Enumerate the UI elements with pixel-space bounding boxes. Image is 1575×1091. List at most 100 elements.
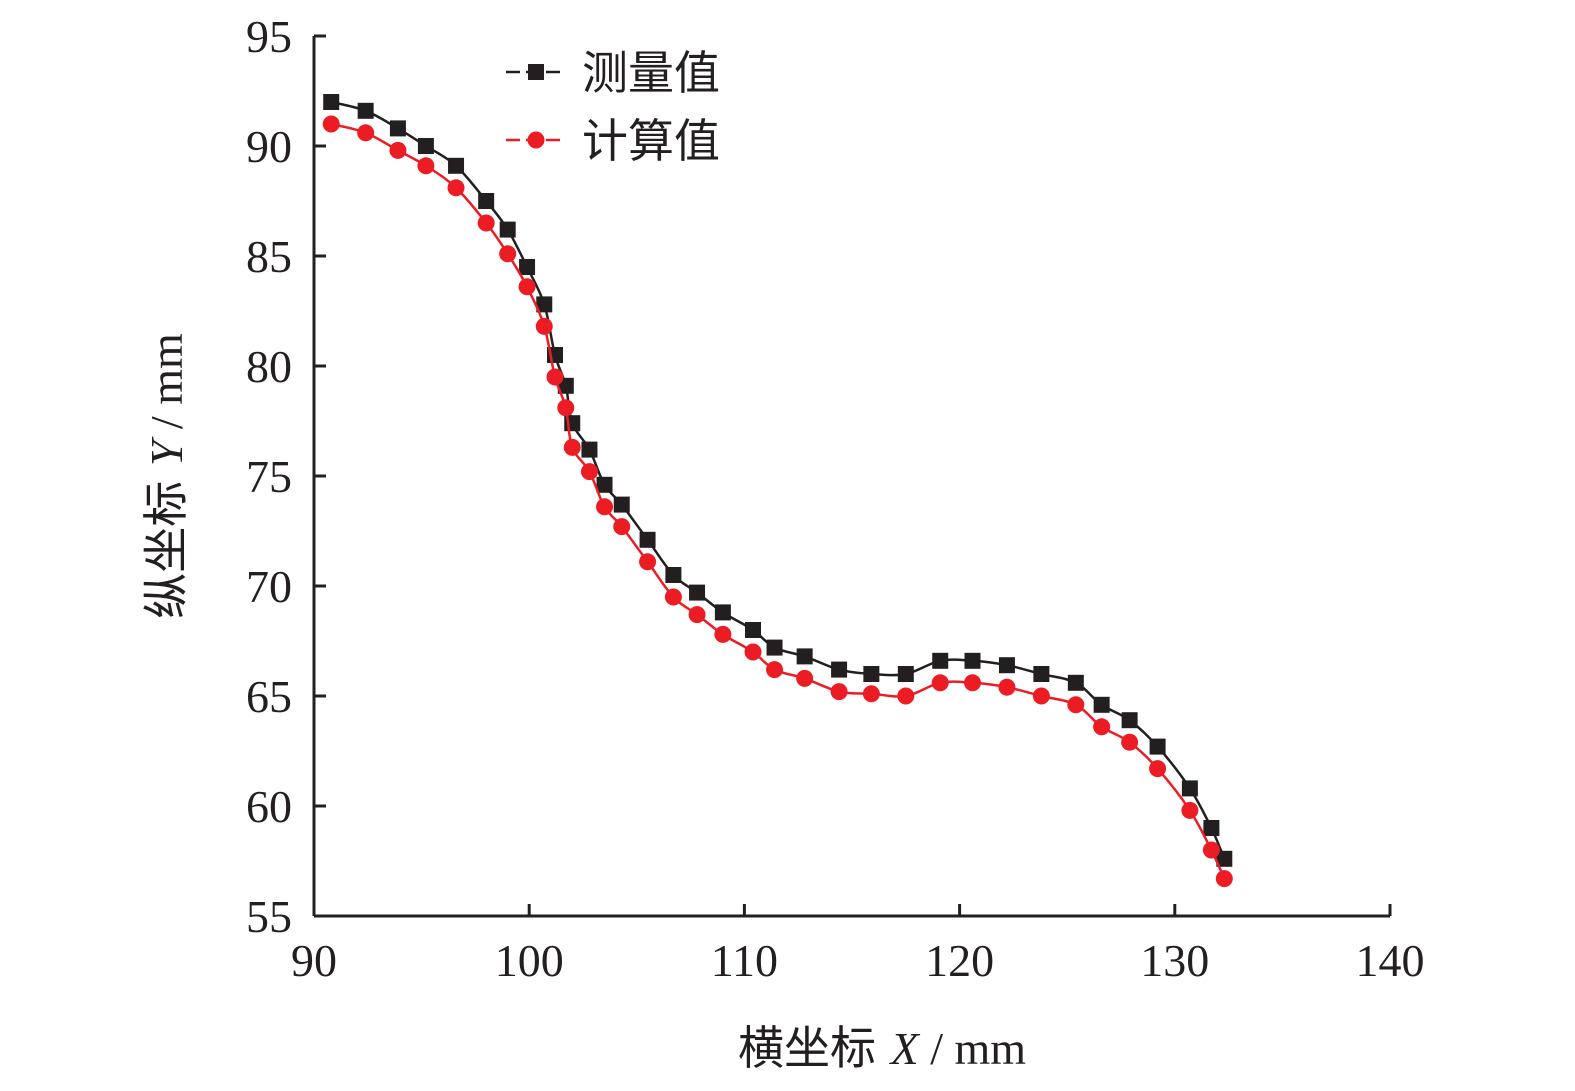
y-tick-label: 60 [246, 781, 292, 832]
series-2-point [1121, 733, 1139, 751]
y-tick-label: 75 [246, 451, 292, 502]
legend-label-2: 计算值 [582, 114, 720, 168]
series-1-point [448, 157, 465, 174]
y-axis-title-var: Y [141, 436, 192, 466]
series-1-point [357, 102, 374, 119]
y-tick-label: 95 [246, 11, 292, 62]
series-1-point [613, 496, 630, 513]
series-1-point [519, 259, 536, 275]
series-2-point [417, 157, 435, 175]
series-1-point [714, 604, 731, 621]
series-1-point [831, 661, 848, 678]
series-2-point [931, 674, 949, 692]
series-1-point [417, 138, 434, 154]
series-1-point [536, 296, 553, 313]
y-tick-label: 70 [246, 561, 292, 612]
y-axis-title: 纵坐标 Y / mm [139, 333, 193, 619]
series-1-point [1203, 820, 1220, 836]
series-2-point [1093, 718, 1111, 736]
series-1-point [1033, 666, 1050, 682]
series-1-point [796, 648, 813, 665]
series-1-point [596, 476, 613, 493]
series-2-point [499, 245, 517, 263]
series-1-point [581, 441, 598, 458]
series-1-point [863, 666, 880, 682]
series-1-point [1121, 712, 1138, 729]
series-2-point [688, 606, 706, 624]
x-tick-label: 110 [711, 935, 778, 986]
x-axis-title-unit: / mm [919, 1023, 1027, 1074]
x-axis-title-prefix: 横坐标 [738, 1021, 891, 1075]
x-tick-label: 100 [495, 935, 564, 986]
legend-marker-2 [527, 131, 545, 149]
series-2-point [535, 317, 553, 335]
series-2-point [1032, 687, 1050, 705]
series-1-point [499, 221, 516, 238]
series-1-point [478, 193, 495, 209]
series-2-point [1202, 841, 1220, 859]
legend-marker-1 [528, 64, 544, 80]
series-1-point [665, 567, 682, 583]
series-1-point [998, 657, 1015, 674]
series-2-point [477, 214, 495, 232]
series-2-point [322, 115, 340, 133]
series-1-point [389, 120, 406, 137]
axes [312, 36, 1390, 918]
series-1-point [897, 666, 914, 682]
plot-area [322, 94, 1233, 888]
series-2-point [596, 498, 614, 516]
series-1-point [1093, 696, 1110, 713]
series-2-point [964, 674, 982, 692]
y-tick-label: 65 [246, 671, 292, 722]
series-1-point [964, 652, 981, 669]
series-line-1 [330, 100, 1226, 860]
series-2-point [998, 678, 1016, 696]
series-2-point [518, 278, 536, 296]
series-2-point [447, 179, 465, 197]
series-2-point [639, 553, 657, 571]
series-2-point [1149, 760, 1167, 778]
x-axis-title-var: X [889, 1023, 921, 1074]
series-1-point [1149, 738, 1166, 755]
series-2-point [580, 463, 598, 481]
y-axis-title-unit: / mm [141, 333, 192, 441]
series-2-point [1215, 870, 1233, 888]
series-2-point [1067, 696, 1085, 714]
x-ticks: 90 100 110 120 130 140 [291, 904, 1425, 986]
y-tick-label: 90 [246, 121, 292, 172]
series-2-point [563, 438, 581, 456]
series-1-point [766, 639, 783, 656]
series-2-point [714, 625, 732, 643]
x-tick-label: 130 [1140, 935, 1209, 986]
series-2-point [613, 518, 631, 536]
series-1-point [1067, 674, 1084, 691]
series-1-point [1181, 780, 1198, 797]
series-2-point [1181, 801, 1199, 819]
x-tick-label: 90 [291, 935, 337, 986]
y-tick-label: 80 [246, 341, 292, 392]
series-2-point [744, 643, 762, 661]
series-2-point [357, 124, 375, 142]
series-2-point [862, 685, 880, 703]
y-axis-title-prefix: 纵坐标 [139, 466, 193, 619]
x-axis-title: 横坐标 X / mm [738, 1021, 1026, 1075]
series-1-point [932, 652, 949, 669]
series-2-point [796, 669, 814, 687]
series-line-2 [330, 122, 1226, 880]
series-1-point [689, 584, 706, 601]
series-1-point [745, 622, 762, 638]
series-2-point [897, 687, 915, 705]
series-2-point [557, 399, 575, 417]
y-ticks: 55 60 65 70 75 80 85 90 95 [246, 11, 326, 942]
series-1-point [639, 531, 656, 548]
series-2-point [664, 588, 682, 606]
y-tick-label: 85 [246, 231, 292, 282]
series-2-point [546, 368, 564, 386]
y-tick-label: 55 [246, 891, 292, 942]
series-1-point [1216, 850, 1233, 867]
x-tick-label: 120 [925, 935, 994, 986]
legend-label-1: 测量值 [582, 46, 720, 100]
series-2-point [766, 661, 784, 679]
